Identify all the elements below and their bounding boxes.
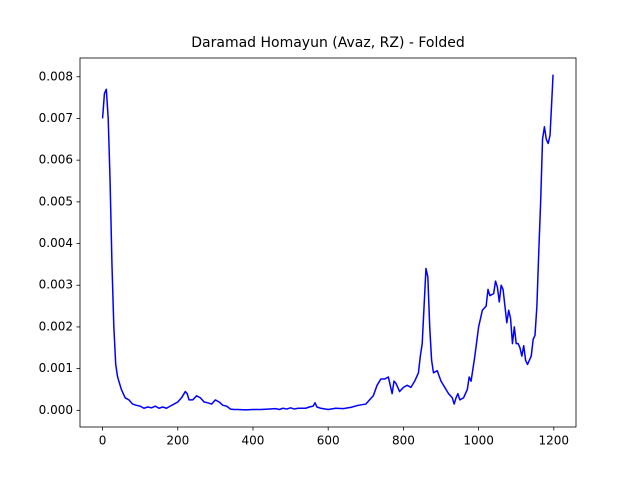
data-line [101, 74, 554, 411]
y-tick-label: 0.002 [39, 319, 73, 333]
y-tick-label: 0.004 [39, 236, 73, 250]
y-tick-label: 0.007 [39, 111, 73, 125]
x-tick-label: 800 [392, 434, 415, 448]
x-tick-label: 0 [99, 434, 107, 448]
y-tick-label: 0.000 [39, 403, 73, 417]
x-tick-label: 200 [166, 434, 189, 448]
x-tick-label: 600 [317, 434, 340, 448]
y-tick-label: 0.005 [39, 194, 73, 208]
y-tick-label: 0.003 [39, 278, 73, 292]
chart-title: Daramad Homayun (Avaz, RZ) - Folded [191, 35, 465, 51]
y-tick-label: 0.008 [39, 69, 73, 83]
x-tick-label: 400 [242, 434, 265, 448]
y-tick-label: 0.001 [39, 361, 73, 375]
x-tick-label: 1200 [539, 434, 570, 448]
y-tick-label: 0.006 [39, 153, 73, 167]
x-tick-label: 1000 [463, 434, 494, 448]
